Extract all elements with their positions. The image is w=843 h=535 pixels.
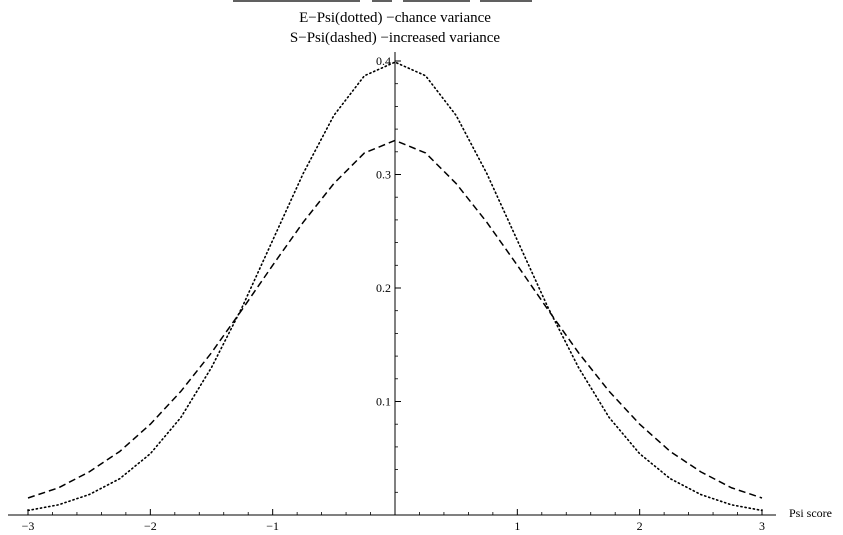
x-axis-label: Psi score bbox=[789, 506, 832, 520]
y-tick-label: 0.3 bbox=[376, 168, 391, 182]
ticks-layer: −3 −2 −1 1 2 3 0.1 0.2 0.3 0.4 bbox=[22, 54, 765, 533]
x-tick-label: −3 bbox=[22, 519, 35, 533]
y-tick-label: 0.1 bbox=[376, 395, 391, 409]
series-dashed-line bbox=[27, 139, 763, 499]
x-tick-label: 2 bbox=[637, 519, 643, 533]
x-tick-label: −1 bbox=[266, 519, 279, 533]
series-layer bbox=[27, 61, 763, 512]
axes bbox=[8, 52, 776, 516]
chart-title-line-1: E−Psi(dotted) −chance variance bbox=[299, 10, 491, 26]
chart-title-line-2: S−Psi(dashed) −increased variance bbox=[290, 30, 501, 46]
x-tick-label: 1 bbox=[514, 519, 520, 533]
x-tick-label: −2 bbox=[144, 519, 157, 533]
y-tick-label: 0.2 bbox=[376, 281, 391, 295]
x-tick-label: 3 bbox=[759, 519, 765, 533]
y-tick-label: 0.4 bbox=[376, 54, 391, 68]
series-dotted-line bbox=[27, 61, 763, 512]
